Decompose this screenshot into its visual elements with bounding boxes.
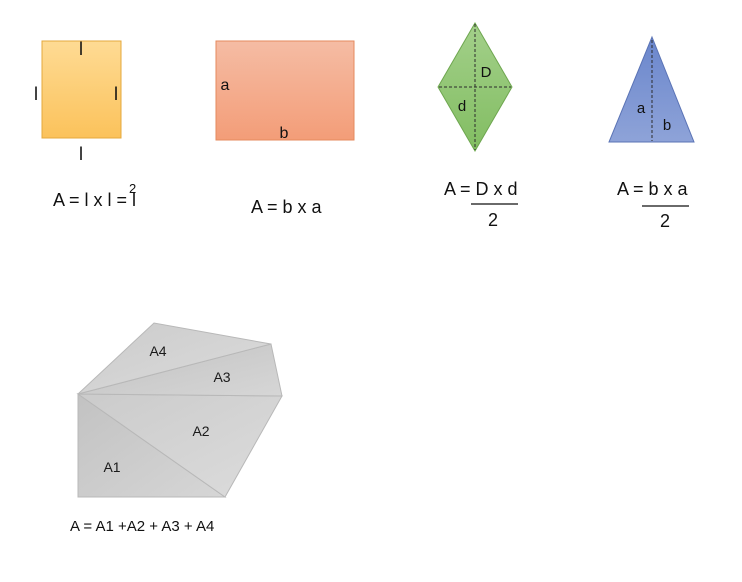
rectangle-area-formula: A = b x a bbox=[251, 197, 323, 217]
triangle-height-label: a bbox=[637, 100, 646, 117]
polygon-a1-label: A1 bbox=[103, 459, 120, 475]
rhombus-diag-minor-label: d bbox=[458, 98, 466, 115]
square-area-exponent: 2 bbox=[129, 181, 136, 196]
triangle-shape bbox=[608, 35, 695, 143]
rectangle-side-b-label: b bbox=[280, 125, 289, 142]
polygon-area-formula: A = A1 +A2 + A3 + A4 bbox=[70, 518, 214, 535]
triangle-area-denominator: 2 bbox=[660, 211, 670, 231]
square-side-bottom-label: l bbox=[79, 144, 83, 164]
square-side-left-label: l bbox=[34, 84, 38, 104]
polygon-figure: A4 A3 A2 A1 A = A1 +A2 + A3 + A4 bbox=[70, 322, 283, 535]
rectangle-side-a-label: a bbox=[221, 77, 230, 94]
rectangle-figure: a b A = b x a bbox=[215, 40, 355, 217]
rhombus-area-denominator: 2 bbox=[488, 210, 498, 230]
triangle-figure: a b A = b x a 2 bbox=[608, 35, 695, 231]
square-side-top-label: l bbox=[79, 39, 83, 59]
square-shape bbox=[41, 40, 122, 139]
polygon-a2-label: A2 bbox=[192, 423, 209, 439]
polygon-region-a4 bbox=[77, 322, 272, 395]
polygon-a4-label: A4 bbox=[149, 343, 166, 359]
triangle-area-numerator: A = b x a bbox=[617, 179, 689, 199]
rhombus-figure: D d A = D x d 2 bbox=[437, 22, 518, 230]
triangle-base-label: b bbox=[663, 117, 671, 134]
rhombus-area-numerator: A = D x d bbox=[444, 179, 518, 199]
square-side-right-label: l bbox=[114, 84, 118, 104]
polygon-a3-label: A3 bbox=[213, 369, 230, 385]
rhombus-diag-major-label: D bbox=[481, 64, 492, 81]
square-figure: l l l l A = l x l = l 2 bbox=[34, 39, 136, 210]
rectangle-shape bbox=[215, 40, 355, 141]
square-area-formula: A = l x l = l bbox=[53, 190, 136, 210]
